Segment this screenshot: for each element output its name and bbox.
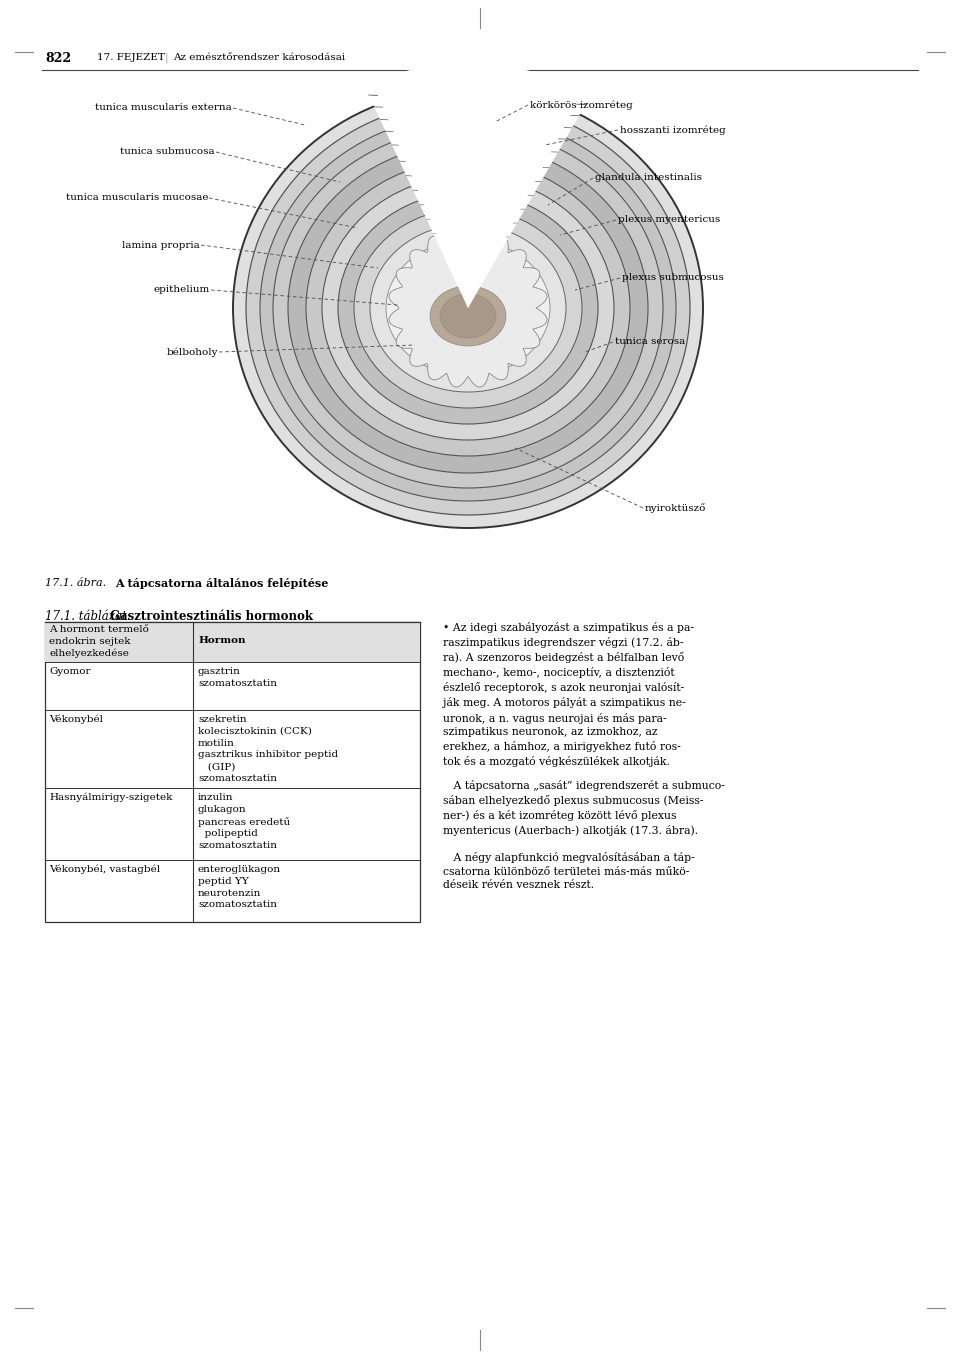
Text: bélboholy: bélboholy: [166, 348, 218, 357]
Text: tunica muscularis mucosae: tunica muscularis mucosae: [65, 193, 208, 202]
Text: tunica submucosa: tunica submucosa: [120, 148, 215, 156]
Ellipse shape: [338, 191, 598, 424]
Text: 17.1. táblázat.: 17.1. táblázat.: [45, 610, 131, 623]
Text: Hasnyálmirigy-szigetek: Hasnyálmirigy-szigetek: [49, 793, 173, 803]
Text: A tápcsatorna általános felépítése: A tápcsatorna általános felépítése: [115, 579, 328, 589]
Text: Hormon: Hormon: [198, 636, 246, 645]
Text: 17.1. ábra.: 17.1. ábra.: [45, 579, 107, 588]
Text: Vékonybél, vastagbél: Vékonybél, vastagbél: [49, 865, 160, 875]
Bar: [45, 622, 420, 922]
Text: Az emésztőrendszer károsodásai: Az emésztőrendszer károsodásai: [173, 53, 346, 62]
Text: inzulin
glukagon
pancreas eredetű
  polipeptid
szomatosztatin: inzulin glukagon pancreas eredetű polipe…: [198, 793, 290, 850]
Text: nyiroktüsző: nyiroktüsző: [645, 504, 707, 513]
Text: körkörös izomréteg: körkörös izomréteg: [530, 100, 633, 110]
Ellipse shape: [430, 287, 506, 346]
Ellipse shape: [440, 293, 496, 338]
Text: lamina propria: lamina propria: [122, 240, 200, 250]
Text: A hormont termelő
endokrin sejtek
elhelyezkedése: A hormont termelő endokrin sejtek elhely…: [49, 625, 149, 659]
Text: 822: 822: [45, 52, 71, 64]
Ellipse shape: [288, 143, 648, 473]
Text: Gasztrointesztinális hormonok: Gasztrointesztinális hormonok: [110, 610, 313, 623]
Ellipse shape: [322, 177, 614, 440]
Ellipse shape: [386, 240, 550, 376]
Polygon shape: [389, 230, 547, 387]
Text: szekretin
kolecisztokinin (CCK)
motilin
gasztrikus inhibitor peptid
   (GIP)
szo: szekretin kolecisztokinin (CCK) motilin …: [198, 716, 338, 784]
Text: glandula intestinalis: glandula intestinalis: [595, 174, 702, 182]
Bar: [45, 622, 420, 661]
Wedge shape: [373, 65, 582, 308]
Wedge shape: [365, 62, 590, 308]
Text: hosszanti izomréteg: hosszanti izomréteg: [620, 125, 726, 134]
Text: 17. FEJEZET: 17. FEJEZET: [97, 53, 165, 62]
Ellipse shape: [260, 115, 676, 501]
Text: A négy alapfunkció megvalósításában a táp-
csatorna különböző területei más-más : A négy alapfunkció megvalósításában a tá…: [443, 851, 695, 891]
Text: plexus myentericus: plexus myentericus: [618, 216, 720, 224]
Text: |: |: [165, 53, 169, 64]
Ellipse shape: [233, 88, 703, 528]
Text: tunica serosa: tunica serosa: [615, 338, 685, 346]
Ellipse shape: [273, 128, 663, 488]
Text: epithelium: epithelium: [154, 285, 210, 295]
Text: plexus submucosus: plexus submucosus: [622, 273, 724, 282]
Text: gasztrin
szomatosztatin: gasztrin szomatosztatin: [198, 667, 277, 687]
Ellipse shape: [354, 208, 582, 407]
Ellipse shape: [246, 100, 690, 515]
Text: Vékonybél: Vékonybél: [49, 716, 103, 725]
Text: enteroglükagon
peptid YY
neurotenzin
szomatosztatin: enteroglükagon peptid YY neurotenzin szo…: [198, 865, 281, 910]
Ellipse shape: [306, 160, 630, 456]
Text: • Az idegi szabályozást a szimpatikus és a pa-
raszimpatikus idegrendszer végzi : • Az idegi szabályozást a szimpatikus és…: [443, 622, 694, 767]
Ellipse shape: [370, 224, 566, 392]
Text: Gyomor: Gyomor: [49, 667, 90, 676]
Text: tunica muscularis externa: tunica muscularis externa: [95, 103, 232, 113]
Text: A tápcsatorna „sasát” idegrendszerét a submuco-
sában elhelyezkedő plexus submuc: A tápcsatorna „sasát” idegrendszerét a s…: [443, 779, 725, 837]
